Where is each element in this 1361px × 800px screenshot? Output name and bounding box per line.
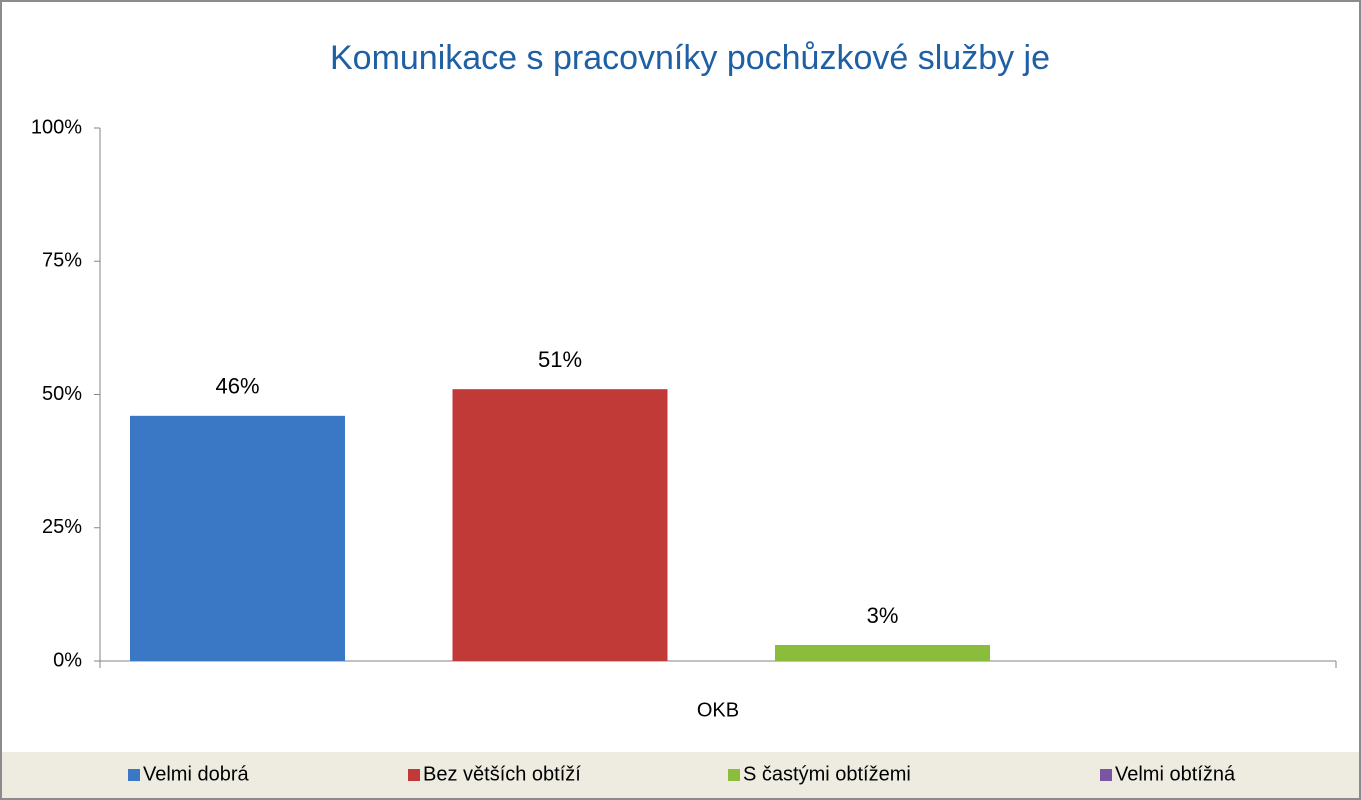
legend-swatch: [408, 769, 420, 781]
y-tick-label: 0%: [53, 649, 82, 671]
y-tick-label: 50%: [42, 383, 82, 405]
legend-background: [2, 752, 1359, 798]
y-tick-label: 75%: [42, 250, 82, 272]
y-tick-label: 25%: [42, 516, 82, 538]
data-label: 51%: [538, 347, 582, 372]
data-label: 46%: [215, 374, 259, 399]
legend-swatch: [128, 769, 140, 781]
bar: [775, 645, 990, 661]
bar: [452, 389, 668, 661]
legend-swatch: [1100, 769, 1112, 781]
x-tick-label: OKB: [697, 699, 739, 721]
legend-label: Bez větších obtíží: [423, 763, 581, 785]
legend-swatch: [728, 769, 740, 781]
data-label: 3%: [867, 603, 899, 628]
legend-label: Velmi dobrá: [143, 763, 249, 785]
y-tick-label: 100%: [31, 116, 82, 138]
legend-label: Velmi obtížná: [1115, 763, 1236, 785]
bar: [130, 415, 345, 661]
chart-title: Komunikace s pracovníky pochůzkové služb…: [330, 39, 1050, 77]
legend-label: S častými obtížemi: [743, 763, 911, 785]
